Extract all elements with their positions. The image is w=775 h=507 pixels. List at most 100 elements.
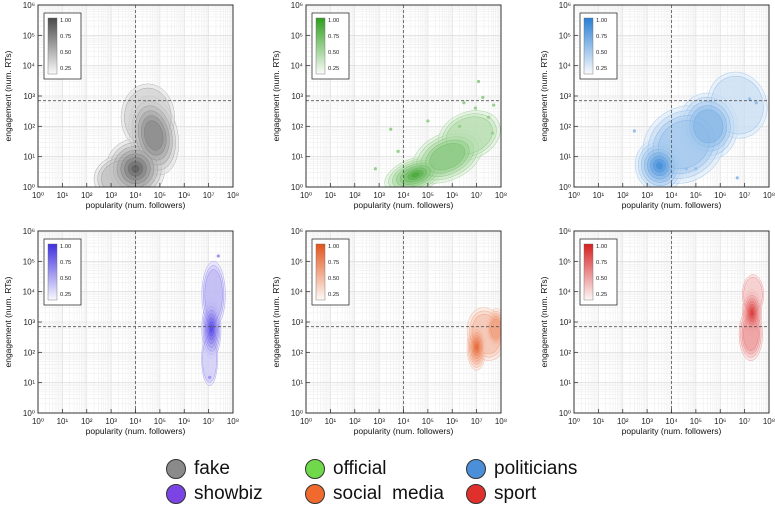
- colorbar-tick-label: 0.25: [328, 66, 339, 72]
- colorbar-tick-label: 0.75: [596, 34, 607, 40]
- density-contour: [693, 109, 724, 144]
- density-social-media: [466, 307, 501, 371]
- x-tick-label: 10¹: [593, 417, 605, 426]
- x-tick-label: 10¹: [325, 191, 337, 200]
- y-axis-label: engagement (num. RTs): [539, 276, 549, 367]
- x-tick-label: 10⁸: [227, 191, 239, 200]
- legend: fake official politicians showbiz social…: [160, 452, 630, 506]
- density-contour: [475, 343, 479, 351]
- y-tick-label: 10⁴: [559, 62, 572, 71]
- data-point: [748, 97, 752, 101]
- x-tick-label: 10⁴: [665, 191, 678, 200]
- density-contour: [144, 120, 164, 151]
- figure: 10⁰ 10¹ 10² 10³ 10⁴ 10⁵ 10⁶ 10⁷ 10⁸ 10⁰ 10¹ 10² 10³ 1…: [3, 1, 775, 436]
- colorbar-tick-label: 0.50: [60, 50, 71, 56]
- legend-swatch-fake: [166, 459, 186, 479]
- colorbar-tick-label: 0.75: [60, 260, 71, 266]
- x-tick-label: 10⁸: [495, 417, 507, 426]
- colorbar-tick-label: 0.25: [596, 66, 607, 72]
- colorbar-gradient: [47, 243, 58, 301]
- x-tick-label: 10¹: [325, 417, 337, 426]
- y-tick-label: 10⁶: [291, 1, 303, 10]
- x-tick-label: 10⁴: [397, 191, 410, 200]
- colorbar-tick-label: 1.00: [60, 244, 71, 250]
- colorbar-tick-label: 0.25: [596, 292, 607, 298]
- y-tick-label: 10⁴: [23, 62, 36, 71]
- legend-label-politicians: politicians: [494, 458, 578, 479]
- colorbar-tick-label: 0.75: [60, 34, 71, 40]
- density-contour: [656, 162, 663, 170]
- y-tick-label: 10²: [559, 348, 571, 357]
- x-tick-label: 10⁰: [568, 191, 580, 200]
- y-tick-label: 10⁶: [23, 1, 35, 10]
- colorbar-tick-label: 0.50: [596, 50, 607, 56]
- colorbar: 1.00 0.75 0.50 0.25: [43, 238, 82, 306]
- x-tick-label: 10⁸: [227, 417, 239, 426]
- y-tick-label: 10⁰: [23, 183, 35, 192]
- panel-official: 10⁰ 10¹ 10² 10³ 10⁴ 10⁵ 10⁶ 10⁷ 10⁸ 10⁰ 10¹ 10² 10³ 1…: [271, 1, 507, 210]
- colorbar-gradient: [583, 243, 594, 301]
- y-axis-label: engagement (num. RTs): [3, 276, 13, 367]
- data-point: [694, 167, 698, 171]
- x-tick-label: 10⁵: [422, 417, 434, 426]
- x-tick-label: 10³: [105, 191, 117, 200]
- y-tick-label: 10⁵: [291, 257, 303, 266]
- legend-swatch-social-media: [305, 484, 325, 504]
- colorbar: 1.00 0.75 0.50 0.25: [579, 238, 618, 306]
- x-tick-label: 10⁰: [300, 417, 312, 426]
- y-tick-label: 10⁴: [23, 288, 36, 297]
- colorbar: 1.00 0.75 0.50 0.25: [311, 238, 350, 306]
- colorbar: 1.00 0.75 0.50 0.25: [311, 12, 350, 80]
- y-tick-label: 10²: [559, 122, 571, 131]
- x-tick-label: 10⁶: [446, 417, 458, 426]
- x-tick-label: 10¹: [57, 191, 69, 200]
- density-showbiz: [201, 254, 226, 387]
- density-contour: [131, 164, 140, 173]
- x-tick-label: 10⁵: [154, 417, 166, 426]
- panel-fake: 10⁰ 10¹ 10² 10³ 10⁴ 10⁵ 10⁶ 10⁷ 10⁸ 10⁰ 10¹ 10² 10³ 1…: [3, 1, 239, 210]
- colorbar-tick-label: 0.50: [328, 276, 339, 282]
- y-tick-label: 10⁴: [291, 288, 304, 297]
- x-tick-label: 10²: [617, 191, 629, 200]
- y-tick-label: 10²: [291, 122, 303, 131]
- x-tick-label: 10⁶: [446, 191, 458, 200]
- y-tick-label: 10⁵: [23, 257, 35, 266]
- legend-item-sport: sport: [466, 483, 536, 505]
- x-tick-label: 10²: [81, 191, 93, 200]
- x-tick-label: 10³: [641, 417, 653, 426]
- density-contour: [411, 172, 420, 178]
- legend-swatch-showbiz: [166, 484, 186, 504]
- x-tick-label: 10⁷: [203, 191, 215, 200]
- density-contour: [750, 309, 754, 317]
- x-tick-label: 10⁷: [471, 417, 483, 426]
- x-tick-label: 10³: [105, 417, 117, 426]
- x-tick-label: 10⁰: [32, 417, 44, 426]
- colorbar-tick-label: 1.00: [60, 18, 71, 24]
- grid: [37, 231, 233, 414]
- x-tick-label: 10⁶: [178, 191, 190, 200]
- x-tick-label: 10⁵: [154, 191, 166, 200]
- y-tick-label: 10¹: [23, 379, 35, 388]
- x-tick-label: 10³: [373, 417, 385, 426]
- legend-label-fake: fake: [194, 458, 230, 479]
- x-axis-label: popularity (num. followers): [622, 426, 722, 436]
- x-axis-label: popularity (num. followers): [86, 426, 186, 436]
- data-point: [457, 124, 462, 128]
- x-tick-label: 10⁴: [397, 417, 410, 426]
- colorbar-tick-label: 1.00: [328, 18, 339, 24]
- colorbar-tick-label: 1.00: [596, 244, 607, 250]
- y-tick-label: 10⁴: [559, 288, 572, 297]
- x-tick-label: 10⁷: [739, 191, 751, 200]
- colorbar-gradient: [47, 17, 58, 75]
- y-tick-label: 10⁶: [23, 227, 35, 236]
- data-point: [373, 167, 377, 171]
- y-tick-label: 10⁴: [291, 62, 304, 71]
- x-axis-label: popularity (num. followers): [86, 200, 186, 210]
- colorbar-gradient: [315, 243, 326, 301]
- legend-swatch-official: [305, 459, 325, 479]
- density-contour: [429, 143, 466, 171]
- colorbar-tick-label: 1.00: [596, 18, 607, 24]
- colorbar-tick-label: 0.75: [328, 260, 339, 266]
- x-tick-label: 10⁸: [763, 417, 775, 426]
- y-axis-label: engagement (num. RTs): [3, 50, 13, 141]
